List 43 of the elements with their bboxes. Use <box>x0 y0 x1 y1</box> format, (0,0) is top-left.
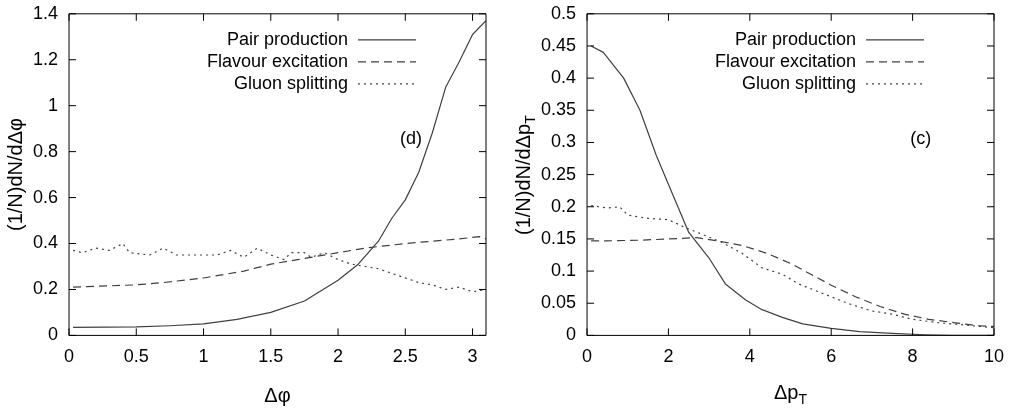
legend-label: Gluon splitting <box>233 72 348 93</box>
y-tick-label: 0.1 <box>551 260 577 281</box>
y-tick-label: 0.8 <box>32 140 59 161</box>
y-tick-label: 0.25 <box>540 163 577 184</box>
x-tick-label: 6 <box>826 346 837 367</box>
x-tick-label: 2.5 <box>392 346 418 367</box>
y-tick-label: 0.4 <box>551 67 577 88</box>
x-axis-title: Δφ <box>264 384 291 407</box>
y-tick-label: 0.2 <box>551 195 577 216</box>
legend-label: Flavour excitation <box>714 50 856 71</box>
legend-label: Pair production <box>734 28 856 49</box>
y-tick-label: 1.2 <box>32 48 59 69</box>
x-tick-label: 8 <box>907 346 918 367</box>
y-tick-label: 0.05 <box>540 292 577 313</box>
x-tick-label: 4 <box>744 346 755 367</box>
y-tick-label: 1.4 <box>32 2 59 23</box>
x-tick-label: 2 <box>663 346 674 367</box>
y-tick-label: 0.5 <box>551 2 577 23</box>
y-tick-label: 0.6 <box>32 186 59 207</box>
y-tick-label: 0.35 <box>540 99 577 120</box>
y-tick-label: 0.3 <box>551 131 577 152</box>
x-tick-label: 1 <box>198 346 209 367</box>
annotation: (d) <box>399 128 422 149</box>
x-axis-title: Δp$_{T}$ <box>773 381 808 407</box>
legend-label: Pair production <box>226 28 348 49</box>
y-tick-label: 0.2 <box>32 278 59 299</box>
y-tick-label: 0 <box>48 324 59 345</box>
x-tick-label: 0 <box>64 346 75 367</box>
y-tick-label: 0.45 <box>540 34 577 55</box>
x-tick-label: 2 <box>333 346 344 367</box>
x-tick-label: 0 <box>582 346 593 367</box>
y-tick-label: 1 <box>48 94 59 115</box>
legend-label: Flavour excitation <box>206 50 348 71</box>
x-tick-label: 3 <box>467 346 478 367</box>
y-tick-label: 0.4 <box>32 232 59 253</box>
x-tick-label: 10 <box>983 346 1005 367</box>
y-tick-label: 0.15 <box>540 227 577 248</box>
x-tick-label: 1.5 <box>258 346 284 367</box>
x-tick-label: 0.5 <box>123 346 149 367</box>
y-tick-label: 0 <box>566 324 577 345</box>
annotation: (c) <box>910 128 932 149</box>
y-axis-title: (1/N)dN/dΔφ <box>4 118 27 232</box>
legend-label: Gluon splitting <box>741 72 856 93</box>
